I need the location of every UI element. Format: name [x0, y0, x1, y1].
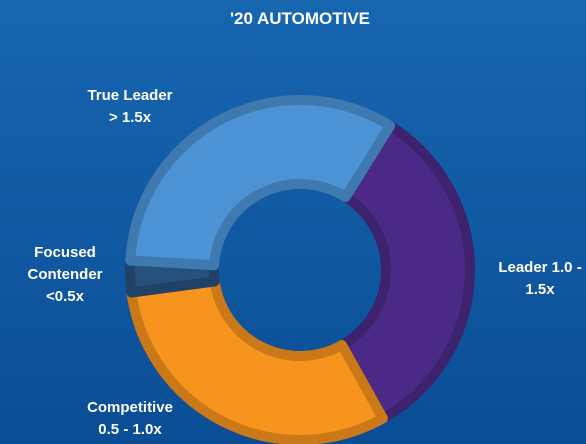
- label-line: Contender: [28, 266, 103, 283]
- label-line: 1.5x: [525, 281, 555, 298]
- segment-label: Competitive 0.5 - 1.0x: [87, 399, 173, 438]
- label-line: <0.5x: [46, 288, 85, 305]
- label-line: Focused: [34, 244, 96, 261]
- label-line: > 1.5x: [109, 109, 152, 126]
- donut-segment: [125, 95, 396, 271]
- segment-label: Focused Contender <0.5x: [28, 244, 103, 305]
- segment-label: True Leader > 1.5x: [87, 87, 172, 126]
- donut-segment: [336, 120, 475, 424]
- label-line: Leader 1.0 -: [498, 259, 581, 276]
- label-line: True Leader: [87, 87, 172, 104]
- chart-title: '20 AUTOMOTIVE: [230, 9, 370, 28]
- label-line: 0.5 - 1.0x: [98, 421, 162, 438]
- segment-label: Leader 1.0 - 1.5x: [498, 259, 581, 298]
- donut-segment: [126, 276, 388, 444]
- label-line: Competitive: [87, 399, 173, 416]
